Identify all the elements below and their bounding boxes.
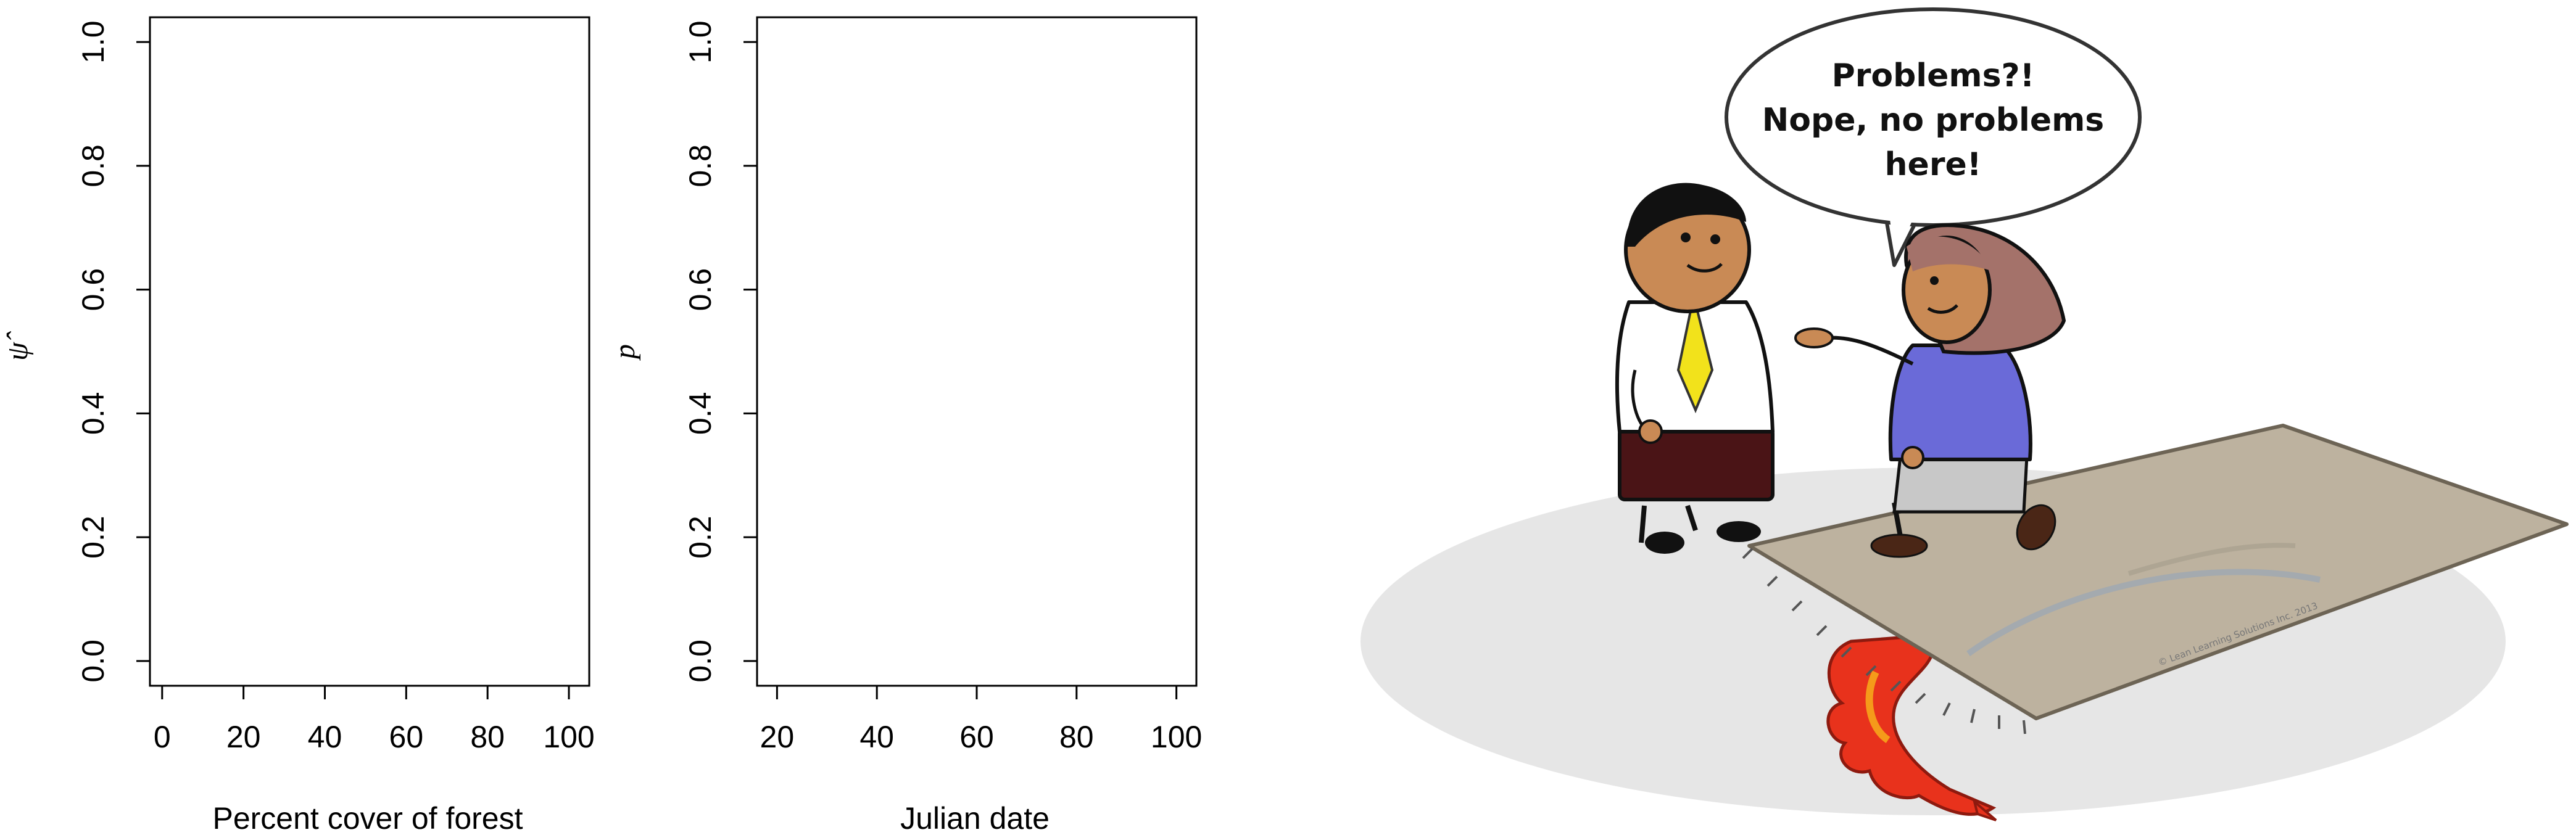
y-tick-label: 0.6 <box>683 268 718 311</box>
y-tick-label: 0.2 <box>76 516 110 559</box>
x-axis-title: Percent cover of forest <box>212 801 523 835</box>
x-tick-label: 20 <box>760 720 795 754</box>
x-tick-label: 80 <box>1059 720 1094 754</box>
y-tick-label: 0.4 <box>683 392 718 435</box>
y-tick-label: 0.6 <box>76 268 110 311</box>
x-axis: 20 40 60 80 100 <box>760 686 1202 754</box>
y-tick-label: 0.8 <box>683 144 718 187</box>
x-tick-label: 20 <box>226 720 261 754</box>
x-tick-label: 100 <box>543 720 594 754</box>
y-axis: 0.0 0.2 0.4 0.6 0.8 1.0 <box>76 20 150 683</box>
y-axis: 0.0 0.2 0.4 0.6 0.8 1.0 <box>683 20 757 683</box>
x-tick-label: 100 <box>1151 720 1202 754</box>
speech-line-1: Problems?! <box>1832 57 2035 94</box>
x-axis-title: Julian date <box>900 801 1050 835</box>
plot-frame <box>149 16 590 687</box>
y-tick-label: 1.0 <box>76 20 110 64</box>
speech-bubble: Problems?! Nope, no problems here! <box>1725 7 2142 267</box>
y-tick-label: 1.0 <box>683 20 718 64</box>
y-axis-title: ψ̂ <box>1 331 34 361</box>
chart-julian-date: 20 40 60 80 100 0.0 0.2 0.4 0.6 0.8 1.0 Julian da… <box>608 16 1202 835</box>
y-tick-label: 0.8 <box>76 144 110 187</box>
speech-line-2: Nope, no problems <box>1762 102 2104 139</box>
y-tick-label: 0.2 <box>683 516 718 559</box>
chart-forest-cover: 0 20 40 60 80 100 0.0 0.2 0.4 0.6 0.8 1.0 Percent … <box>1 16 595 835</box>
speech-line-3: here! <box>1885 146 1982 183</box>
x-tick-label: 60 <box>959 720 994 754</box>
y-tick-label: 0.0 <box>683 640 718 683</box>
cartoon-illustration: Problems?! Nope, no problems here! © Lea… <box>1360 7 2569 821</box>
man-figure <box>1615 183 1775 554</box>
x-tick-label: 40 <box>859 720 894 754</box>
woman-figure <box>1794 223 2066 558</box>
x-axis: 0 20 40 60 80 100 <box>154 686 595 754</box>
dragon-tail-icon <box>1826 633 1997 821</box>
y-tick-label: 0.0 <box>76 640 110 683</box>
x-tick-label: 0 <box>154 720 171 754</box>
y-axis-title: p <box>608 344 641 361</box>
x-tick-label: 80 <box>470 720 505 754</box>
plot-frame <box>756 16 1198 687</box>
x-tick-label: 40 <box>308 720 342 754</box>
y-tick-label: 0.4 <box>76 392 110 435</box>
x-tick-label: 60 <box>389 720 424 754</box>
